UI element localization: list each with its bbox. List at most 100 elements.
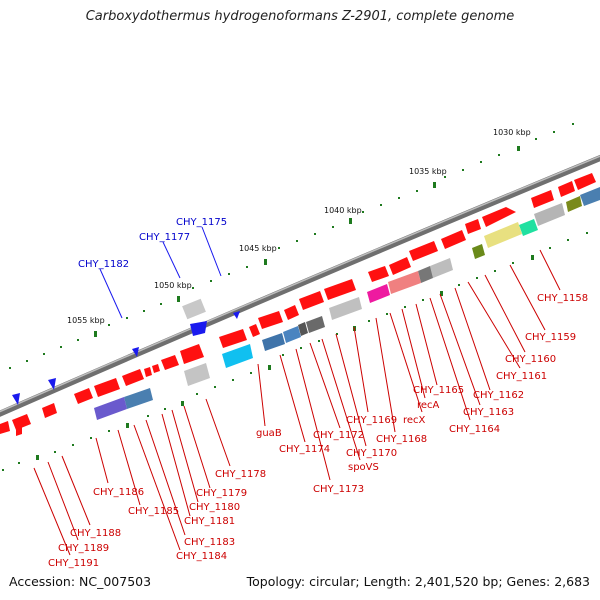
gene-label: CHY_1170	[346, 448, 397, 459]
gene-arrow	[409, 241, 438, 261]
gene-arrow	[180, 344, 204, 364]
gene-block-steelblue	[124, 388, 153, 409]
gene-label-blue: CHY_1182	[78, 259, 129, 270]
leader-line	[429, 297, 471, 421]
leader-line	[201, 226, 222, 277]
kbp-label: 1040 kbp	[324, 206, 362, 215]
tick-mark	[36, 455, 39, 460]
gene-label: CHY_1189	[58, 543, 109, 554]
leader-line	[309, 342, 341, 429]
tick-mark	[314, 233, 316, 235]
gene-label: CHY_1161	[496, 371, 547, 382]
red-gene-labels: CHY_1158 CHY_1159 CHY_1160 CHY_1161 CHY_…	[48, 293, 588, 569]
kbp-label: 1035 kbp	[409, 167, 447, 176]
tick-mark	[362, 211, 364, 213]
tick-mark	[26, 360, 28, 362]
gene-block-grey	[430, 258, 453, 278]
tick-mark	[232, 379, 234, 381]
gene-label: CHY_1165	[413, 385, 464, 396]
gene-label: CHY_1168	[376, 434, 427, 445]
tick-mark	[517, 146, 520, 151]
gene-label: CHY_1186	[93, 487, 144, 498]
tick-mark	[440, 291, 443, 296]
leader-line	[95, 437, 109, 484]
gene-arrow	[219, 329, 247, 348]
gene-label: CHY_1160	[505, 354, 556, 365]
gene-arrow	[48, 378, 56, 390]
gene-label: CHY_1164	[449, 424, 500, 435]
gene-arrow	[574, 173, 596, 190]
leader-line	[61, 455, 91, 526]
gene-arrow	[299, 291, 324, 310]
leader-line	[509, 264, 546, 331]
gene-label: CHY_1184	[176, 551, 227, 562]
leader-line	[133, 424, 181, 551]
gene-arrow	[132, 347, 139, 357]
leader-line	[161, 413, 191, 517]
gene-arrow	[558, 181, 575, 197]
gene-block-steelblue	[580, 187, 600, 206]
tick-mark	[494, 270, 496, 272]
tick-mark	[94, 331, 97, 337]
gene-block-grey	[329, 297, 362, 320]
gene-block-grey	[184, 363, 210, 386]
gene-label: CHY_1179	[196, 488, 247, 499]
gene-block-grey	[182, 298, 206, 320]
tick-mark	[72, 444, 74, 446]
tick-mark	[586, 232, 588, 234]
tick-mark	[476, 277, 478, 279]
tick-mark	[264, 259, 267, 265]
tick-mark	[177, 296, 180, 302]
gene-label: CHY_1180	[189, 502, 240, 513]
tick-mark	[332, 226, 334, 228]
gene-arrow	[441, 230, 466, 249]
gene-label: CHY_1162	[473, 390, 524, 401]
gene-block-steelblue	[283, 326, 301, 343]
tick-mark	[268, 365, 271, 370]
red-label-leaders	[33, 249, 561, 556]
kbp-label: 1055 kbp	[67, 316, 105, 325]
figure-title: Carboxydothermus hydrogenoformans Z-2901…	[85, 9, 515, 24]
tick-mark	[368, 320, 370, 322]
tick-mark	[60, 346, 62, 348]
tick-mark	[572, 123, 574, 125]
tick-mark	[54, 451, 56, 453]
gene-block-steelblue	[262, 333, 285, 351]
tick-mark	[535, 138, 537, 140]
leader-line	[33, 467, 71, 556]
gene-arrow	[42, 403, 57, 418]
gene-block-magenta	[367, 284, 390, 303]
gene-arrow	[249, 324, 260, 337]
gene-label: CHY_1181	[184, 516, 235, 527]
tick-mark	[164, 408, 166, 410]
tick-mark	[422, 299, 424, 301]
tick-mark	[196, 393, 198, 395]
tick-mark	[458, 284, 460, 286]
leader-line	[171, 409, 199, 503]
leader-line	[353, 326, 369, 413]
genome-summary-text: Topology: circular; Length: 2,401,520 bp…	[246, 574, 590, 589]
leader-line	[257, 363, 266, 427]
tick-mark	[2, 469, 4, 471]
gene-label: CHY_1185	[128, 506, 179, 517]
gene-arrow	[258, 311, 283, 329]
tick-mark	[181, 401, 184, 406]
kbp-label: 1050 kbp	[154, 281, 192, 290]
tick-mark	[126, 423, 129, 428]
gene-label: CHY_1178	[215, 469, 266, 480]
tick-mark	[336, 333, 338, 335]
tick-mark	[318, 340, 320, 342]
gene-arrow	[389, 257, 411, 275]
gene-arrow	[74, 388, 93, 404]
tick-mark	[462, 169, 464, 171]
leader-line	[539, 249, 561, 291]
tick-mark	[228, 273, 230, 275]
gene-arrow	[465, 219, 481, 234]
tick-mark	[567, 239, 569, 241]
leader-line	[389, 312, 423, 413]
tick-mark	[246, 266, 248, 268]
leader-line	[117, 429, 141, 506]
gene-label: CHY_1169	[346, 415, 397, 426]
leader-line	[99, 268, 123, 319]
